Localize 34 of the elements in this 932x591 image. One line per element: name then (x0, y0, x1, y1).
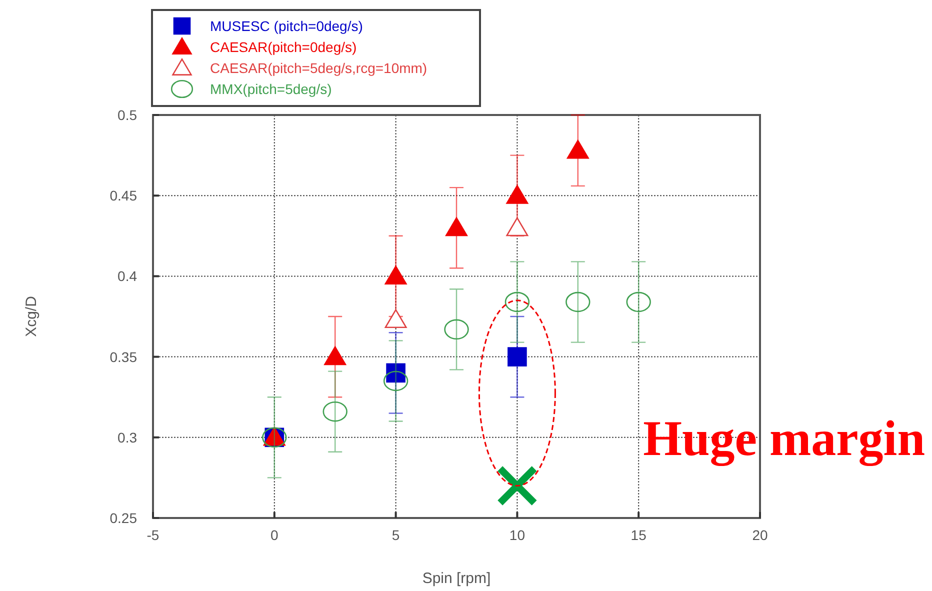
x-tick-label: 10 (509, 527, 526, 543)
y-tick-label: 0.4 (118, 268, 138, 284)
y-tick-label: 0.35 (110, 348, 138, 365)
legend-label: MUSESC (pitch=0deg/s) (210, 18, 363, 34)
y-tick-label: 0.25 (110, 510, 138, 526)
point (444, 319, 469, 340)
point (384, 309, 407, 328)
point (566, 292, 590, 312)
legend-label: CAESAR(pitch=5deg/s,rcg=10mm) (210, 60, 428, 76)
point (324, 346, 346, 366)
point (384, 266, 407, 284)
x-tick-label: 0 (270, 527, 278, 543)
point (322, 402, 348, 422)
point (496, 465, 538, 506)
point (383, 370, 408, 392)
x-tick-label: 15 (630, 527, 647, 543)
y-tick-label: 0.3 (118, 429, 138, 446)
point (504, 292, 530, 312)
point (626, 292, 651, 312)
x-axis-title: Spin [rpm] (422, 570, 491, 587)
annotation: Huge margin (643, 410, 926, 467)
legend-label: MMX(pitch=5deg/s) (210, 81, 332, 97)
x-tick-label: 20 (752, 527, 768, 543)
point (506, 217, 528, 236)
point (566, 140, 589, 159)
y-axis-title: Xcg/D (23, 296, 40, 337)
x-tick-label: -5 (146, 527, 160, 543)
y-tick-label: 0.45 (110, 188, 138, 204)
x-tick-label: 5 (392, 527, 400, 543)
point (508, 347, 527, 366)
point (506, 185, 528, 204)
point (446, 217, 468, 236)
y-tick-label: 0.5 (118, 107, 138, 123)
legend-label: CAESAR(pitch=0deg/s) (210, 39, 357, 55)
